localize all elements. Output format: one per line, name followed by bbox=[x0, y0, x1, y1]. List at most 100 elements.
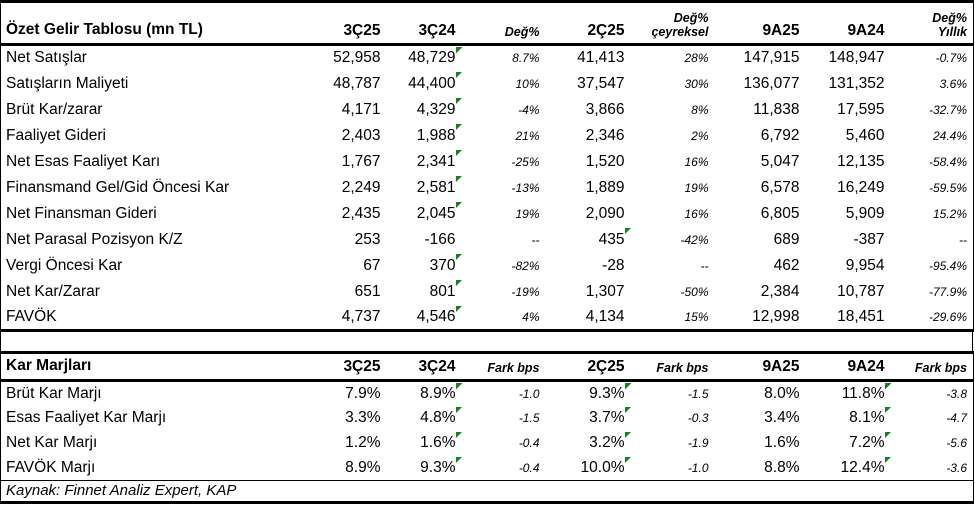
value-cell: 370 bbox=[387, 253, 463, 279]
value-cell: 9.3% bbox=[546, 381, 632, 406]
value-cell: -50% bbox=[631, 279, 715, 305]
cell-text: 37,547 bbox=[577, 74, 625, 92]
value-cell: 11.8% bbox=[806, 381, 892, 406]
cell-text: 4,134 bbox=[585, 307, 625, 325]
value-cell: -5.6 bbox=[891, 431, 974, 456]
value-cell: 1.6% bbox=[715, 431, 806, 456]
value-cell: 6,792 bbox=[715, 123, 806, 149]
excel-flag-icon bbox=[884, 406, 892, 414]
cell-text: -1.0 bbox=[518, 386, 540, 401]
cell-text: 10,787 bbox=[837, 282, 885, 300]
cell-text: 4,171 bbox=[341, 100, 381, 118]
table-gap-row bbox=[0, 332, 973, 351]
excel-flag-icon bbox=[884, 383, 892, 390]
cell-text: 253 bbox=[354, 230, 381, 248]
cell-text: 6,792 bbox=[760, 126, 800, 144]
value-cell: -29.6% bbox=[891, 305, 974, 331]
excel-flag-icon bbox=[455, 47, 463, 54]
excel-flag-icon bbox=[884, 456, 892, 464]
value-cell: 8.9% bbox=[301, 456, 387, 481]
value-cell: -59.5% bbox=[891, 175, 974, 201]
excel-flag-icon bbox=[455, 383, 463, 390]
cell-text: -166 bbox=[424, 230, 456, 248]
cell-text: 3.4% bbox=[764, 409, 800, 426]
row-label: Net Finansman Gideri bbox=[6, 204, 157, 222]
value-cell: -0.4 bbox=[462, 431, 546, 456]
cell-text: 4.8% bbox=[420, 409, 456, 426]
cell-text: 44,400 bbox=[408, 74, 456, 92]
value-cell: 148,947 bbox=[806, 45, 891, 71]
value-cell: 37,547 bbox=[546, 71, 631, 97]
excel-flag-icon bbox=[884, 431, 892, 439]
cell-text: 2% bbox=[691, 128, 709, 143]
excel-flag-icon bbox=[455, 97, 463, 105]
value-cell: 2,045 bbox=[387, 201, 463, 227]
cell-text: 12.4% bbox=[840, 458, 885, 476]
value-cell: 10,787 bbox=[806, 279, 891, 305]
column-header: 9A24 bbox=[805, 1, 891, 46]
excel-flag-icon bbox=[455, 253, 463, 261]
excel-flag-icon bbox=[624, 456, 632, 464]
value-cell: -3.6 bbox=[891, 456, 974, 481]
cell-text: 8% bbox=[691, 102, 709, 117]
table-row: Net Kar Marjı 1.2% 1.6% -0.4 3.2% -1.9 1.6% 7.2… bbox=[1, 431, 974, 456]
cell-text: 435 bbox=[598, 230, 625, 248]
value-cell: -25% bbox=[462, 149, 546, 175]
value-cell: 24.4% bbox=[891, 123, 974, 149]
cell-text: 1.6% bbox=[420, 434, 456, 451]
row-label: Esas Faaliyet Kar Marjı bbox=[6, 409, 167, 426]
cell-text: 1,307 bbox=[585, 282, 625, 300]
cell-text: 2,581 bbox=[416, 178, 456, 196]
value-cell: -3.8 bbox=[891, 381, 974, 406]
excel-flag-icon bbox=[455, 123, 463, 131]
table-row: Net Kar/Zarar 651 801 -19% 1,307 -50% 2,384 10,… bbox=[1, 279, 974, 305]
column-header: 3Ç24 bbox=[386, 352, 462, 382]
column-header: 9A25 bbox=[714, 352, 806, 382]
cell-text: 30% bbox=[684, 76, 709, 91]
table-row: Satışların Maliyeti 48,787 44,400 10% 37,547… bbox=[1, 71, 974, 97]
value-cell: -0.7% bbox=[891, 45, 974, 71]
cell-text: 12,998 bbox=[752, 307, 800, 325]
value-cell: 1.6% bbox=[387, 431, 463, 456]
value-cell: 8.9% bbox=[387, 381, 463, 406]
value-cell: 15% bbox=[631, 305, 715, 331]
value-cell: 3.6% bbox=[891, 71, 974, 97]
column-header: 3Ç25 bbox=[300, 1, 387, 46]
value-cell: 3.7% bbox=[546, 406, 632, 431]
cell-text: -59.5% bbox=[928, 180, 967, 195]
income-table-title: Özet Gelir Tablosu (mn TL) bbox=[0, 1, 301, 46]
value-cell: -- bbox=[891, 227, 974, 253]
excel-flag-icon bbox=[455, 305, 463, 313]
column-header: Fark bps bbox=[630, 352, 715, 382]
table-row: Vergi Öncesi Kar 67 370 -82% -28 -- 462 9,954 -9… bbox=[1, 253, 974, 279]
value-cell: 15.2% bbox=[891, 201, 974, 227]
cell-text: 10.0% bbox=[580, 458, 625, 476]
value-cell: 12,135 bbox=[806, 149, 891, 175]
cell-text: 28% bbox=[684, 51, 709, 66]
value-cell: 44,400 bbox=[387, 71, 463, 97]
cell-text: -95.4% bbox=[928, 258, 967, 273]
value-cell: 8.7% bbox=[462, 45, 546, 71]
table-row: FAVÖK 4,737 4,546 4% 4,134 15% 12,998 18,451 -29… bbox=[1, 305, 974, 331]
excel-flag-icon bbox=[624, 431, 632, 439]
row-label: Brüt Kar/zarar bbox=[6, 100, 103, 118]
value-cell: -4.7 bbox=[891, 406, 974, 431]
value-cell: 2,090 bbox=[546, 201, 631, 227]
value-cell: 1,520 bbox=[546, 149, 631, 175]
table-row: Faaliyet Gideri 2,403 1,988 21% 2,346 2% 6,792… bbox=[1, 123, 974, 149]
cell-text: -28 bbox=[602, 256, 625, 274]
cell-text: 8.9% bbox=[345, 458, 381, 476]
excel-flag-icon bbox=[455, 279, 463, 287]
column-header: Değ% bbox=[461, 1, 546, 46]
cell-text: -- bbox=[959, 232, 967, 247]
cell-text: -1.0 bbox=[687, 460, 709, 475]
cell-text: -3.6 bbox=[946, 460, 967, 475]
cell-text: 462 bbox=[773, 256, 800, 274]
cell-text: 2,090 bbox=[585, 204, 625, 222]
cell-text: 9.3% bbox=[589, 384, 625, 402]
cell-text: -- bbox=[531, 232, 540, 247]
value-cell: 689 bbox=[715, 227, 806, 253]
value-cell: 5,047 bbox=[715, 149, 806, 175]
value-cell: -32.7% bbox=[891, 97, 974, 123]
